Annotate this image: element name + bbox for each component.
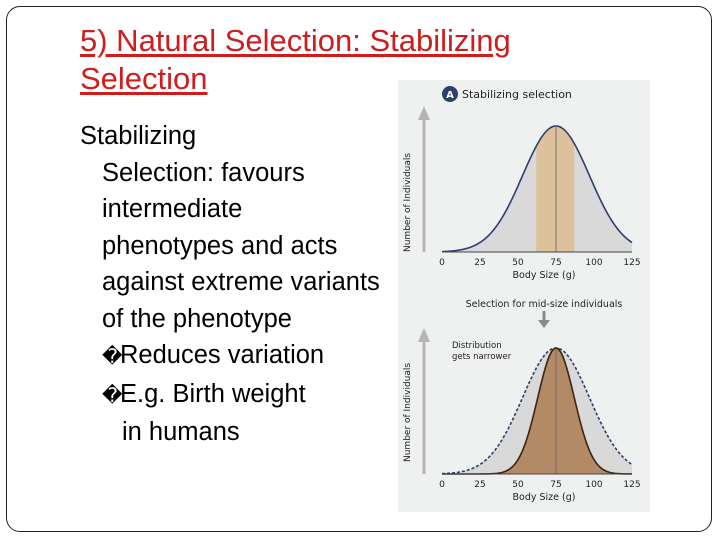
x-tick-label: 0 (439, 258, 445, 268)
panel-badge-circle (442, 86, 458, 102)
selection-figure: A Stabilizing selection Number of Indivi… (398, 80, 650, 512)
annotation-line-1: Distribution (452, 341, 502, 351)
original-distribution-curve (441, 347, 633, 475)
title-line-2: Selection (80, 61, 208, 96)
figure-svg: A Stabilizing selection Number of Indivi… (403, 86, 641, 503)
x-tick-label: 0 (439, 480, 445, 490)
top-x-axis-label: Body Size (g) (513, 270, 576, 281)
top-y-arrowhead (418, 106, 430, 120)
x-tick-label: 75 (550, 480, 561, 490)
term-cont-text: Selection (102, 158, 207, 187)
bullet-glyph: � (102, 346, 123, 368)
top-x-ticks: 0 25 50 75 100 125 (439, 258, 640, 268)
top-y-axis-label: Number of Individuals (403, 153, 413, 252)
x-tick-label: 50 (512, 480, 524, 490)
bottom-x-axis-label: Body Size (g) (513, 492, 576, 503)
x-tick-label: 75 (550, 258, 561, 268)
x-tick-label: 125 (623, 258, 640, 268)
panel-title: Stabilizing selection (462, 88, 572, 101)
bullet-continuation: in humans (122, 418, 240, 446)
bullet-item: �Reduces variation (80, 337, 380, 376)
annotation-line-2: gets narrower (452, 352, 512, 362)
bullet-glyph: � (102, 384, 123, 407)
x-tick-label: 25 (474, 480, 485, 490)
title-line-1: 5) Natural Selection: Stabilizing (80, 23, 511, 58)
bottom-y-axis-label: Number of Individuals (403, 363, 413, 462)
bullet-text: E.g. Birth weight (120, 379, 306, 408)
top-distribution-curve (441, 125, 633, 253)
x-tick-label: 100 (585, 258, 602, 268)
narrow-distribution-area (442, 348, 632, 474)
term-text: Stabilizing (80, 122, 197, 150)
selected-range-band (536, 126, 575, 252)
bullet-text: Reduces variation (120, 341, 325, 369)
panel-badge: A (446, 90, 454, 101)
slide-body: Stabilizing Selection: favours intermedi… (80, 118, 380, 451)
x-tick-label: 125 (623, 480, 640, 490)
definition-block: Selection: favours intermediate phenotyp… (80, 155, 380, 338)
definition-text: : favours intermediate phenotypes and ac… (102, 158, 380, 333)
bullet-item: �E.g. Birth weight (80, 376, 380, 415)
down-arrow-icon (538, 320, 550, 328)
middle-caption: Selection for mid-size individuals (466, 299, 623, 310)
x-tick-label: 50 (512, 258, 524, 268)
slide-frame (6, 6, 712, 532)
x-tick-label: 100 (585, 480, 602, 490)
x-tick-label: 25 (474, 258, 485, 268)
bottom-x-ticks: 0 25 50 75 100 125 (439, 480, 640, 490)
bottom-y-arrowhead (418, 328, 430, 342)
slide-title: 5) Natural Selection: Stabilizing Select… (80, 22, 640, 98)
